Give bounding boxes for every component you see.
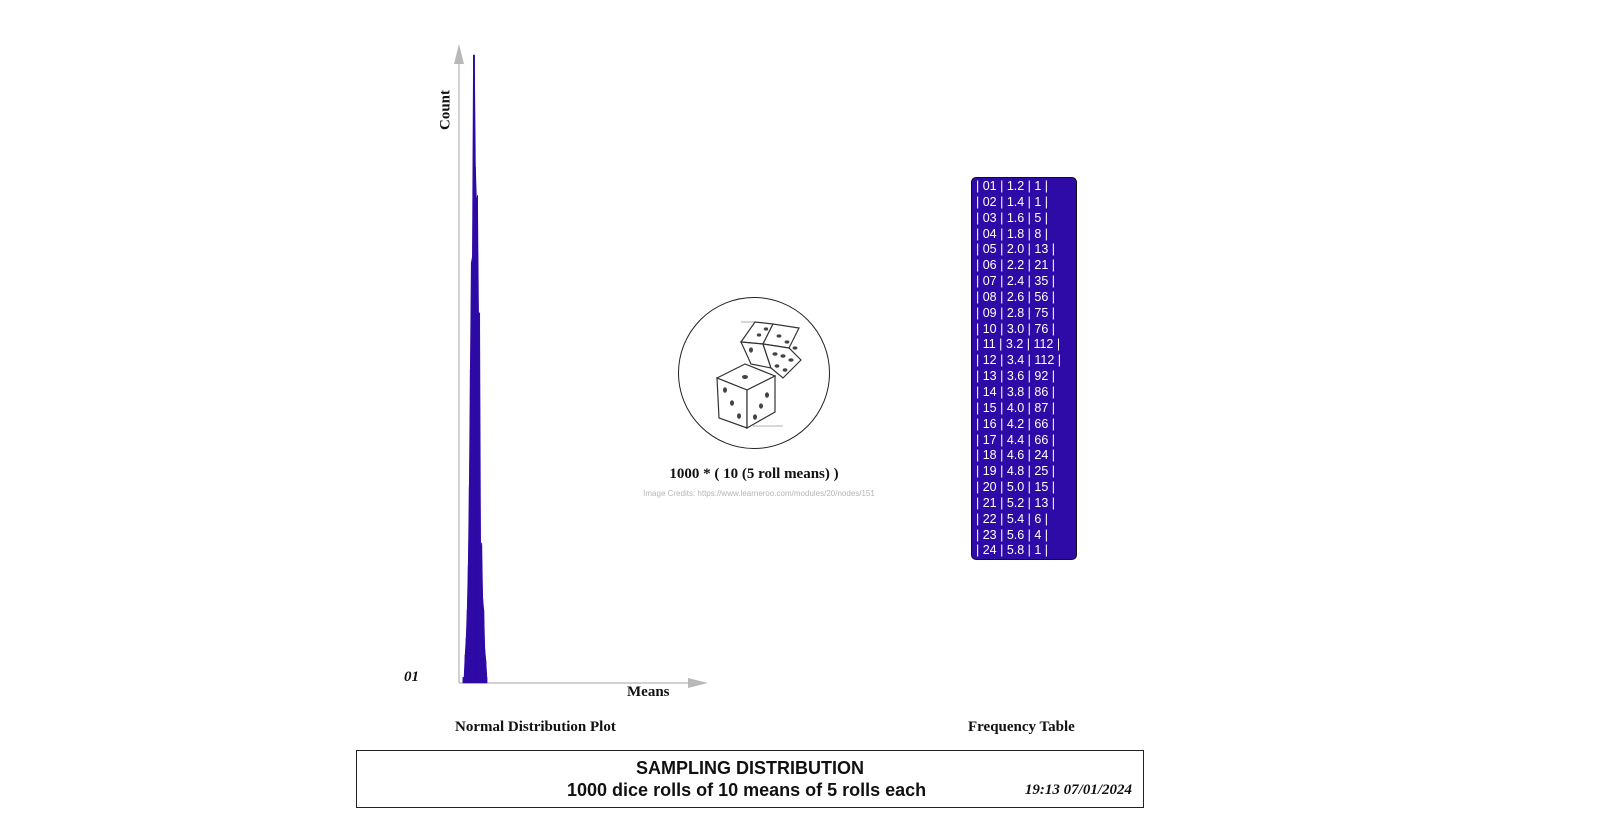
frequency-row: | 11 | 3.2 | 112 | [976,337,1061,352]
frequency-row: | 08 | 2.6 | 56 | [976,289,1056,304]
frequency-row: | 09 | 2.8 | 75 | [976,305,1056,320]
image-credits: Image Credits: https://www.learneroo.com… [643,489,875,498]
y-axis-arrow [454,44,464,64]
frequency-rows: | 01 | 1.2 | 1 | | 02 | 1.4 | 1 | | 03 | 1… [976,179,1076,559]
frequency-row: | 04 | 1.8 | 8 | [976,226,1049,241]
frequency-row: | 24 | 5.8 | 1 | [976,543,1049,558]
frequency-row: | 23 | 5.6 | 4 | [976,527,1049,542]
dice-icon [715,321,802,430]
frequency-row: | 12 | 3.4 | 112 | [976,353,1062,368]
frequency-row: | 07 | 2.4 | 35 | [976,274,1056,289]
frequency-row: | 10 | 3.0 | 76 | [976,321,1056,336]
frequency-row: | 18 | 4.6 | 24 | [976,448,1056,463]
footer-panel: SAMPLING DISTRIBUTION 1000 dice rolls of… [356,750,1144,808]
frequency-row: | 13 | 3.6 | 92 | [976,369,1056,384]
frequency-row: | 06 | 2.2 | 21 | [976,258,1056,273]
frequency-row: | 05 | 2.0 | 13 | [976,242,1056,257]
frequency-row: | 02 | 1.4 | 1 | [976,194,1049,209]
y-axis-label: Count [437,89,454,131]
plot-axes [454,44,708,688]
frequency-row: | 19 | 4.8 | 25 | [976,464,1056,479]
frequency-table: | 01 | 1.2 | 1 | | 02 | 1.4 | 1 | | 03 | 1… [971,177,1077,560]
dice-image [678,297,830,449]
footer-timestamp: 19:13 07/01/2024 [1024,782,1132,798]
frequency-row: | 16 | 4.2 | 66 | [976,416,1056,431]
distribution-area [462,54,488,684]
footer-subtitle: 1000 dice rolls of 10 means of 5 rolls e… [567,780,927,800]
frequency-row: | 01 | 1.2 | 1 | [976,179,1049,193]
frequency-row: | 15 | 4.0 | 87 | [976,400,1056,415]
frequency-row: | 22 | 5.4 | 6 | [976,511,1049,526]
footer-title: SAMPLING DISTRIBUTION [636,758,864,778]
frequency-row: | 03 | 1.6 | 5 | [976,210,1049,225]
plot-caption: Normal Distribution Plot [455,719,616,735]
table-caption: Frequency Table [968,719,1075,735]
frequency-row: | 17 | 4.4 | 66 | [976,432,1056,447]
origin-label: 01 [404,669,419,685]
formula-text: 1000 * ( 10 (5 roll means) ) [669,466,839,482]
x-axis-arrow [688,678,708,688]
frequency-row: | 20 | 5.0 | 15 | [976,480,1056,495]
frequency-row: | 21 | 5.2 | 13 | [976,495,1056,510]
x-axis-label: Means [627,684,670,700]
distribution-marks [462,54,488,684]
frequency-row: | 14 | 3.8 | 86 | [976,384,1056,399]
